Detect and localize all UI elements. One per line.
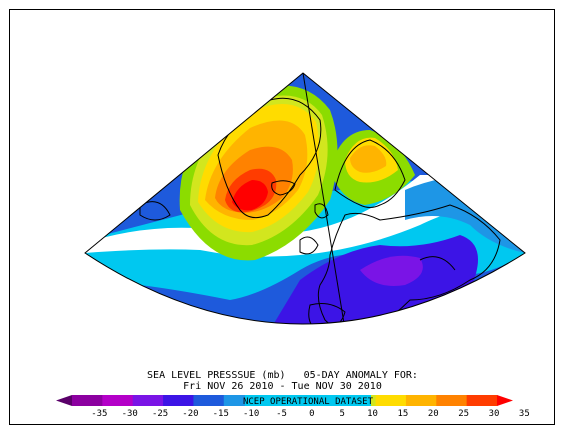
- colorbar-swatch: [163, 395, 194, 406]
- colorbar-tick-label: 0: [309, 409, 314, 419]
- colorbar-max-arrow: [497, 395, 513, 406]
- plot-frame: [9, 9, 555, 425]
- dataset-label: NCEP OPERATIONAL DATASET: [243, 397, 374, 407]
- colorbar-swatch: [375, 395, 407, 406]
- colorbar-tick-label: -35: [91, 409, 107, 419]
- colorbar-tick-label: -30: [122, 409, 138, 419]
- colorbar-swatch: [132, 395, 164, 406]
- colorbar-min-arrow: [56, 395, 72, 406]
- colorbar-tick-label: -10: [243, 409, 259, 419]
- colorbar-swatch: [405, 395, 437, 406]
- darkest-blue-core: [360, 255, 423, 286]
- colorbar-tick-label: -20: [182, 409, 198, 419]
- map-title-line2: Fri NOV 26 2010 - Tue NOV 30 2010: [183, 381, 382, 392]
- map-title-line1: SEA LEVEL PRESSSUE (mb) 05-DAY ANOMALY F…: [147, 370, 418, 381]
- projection-outline: [84, 72, 526, 325]
- colorbar-tick-label: 35: [519, 409, 530, 419]
- colorbar-swatch: [193, 395, 225, 406]
- colorbar-tick-label: 30: [489, 409, 500, 419]
- colorbar-swatch: [466, 395, 498, 406]
- colorbar-tick-label: 20: [428, 409, 439, 419]
- scandinavia-orange-lobe: [350, 145, 387, 173]
- colorbar-swatch: [436, 395, 468, 406]
- colorbar-tick-label: 5: [340, 409, 345, 419]
- colorbar-swatch: [72, 395, 103, 406]
- colorbar-swatch: [102, 395, 134, 406]
- colorbar-swatch: [223, 395, 255, 406]
- colorbar-tick-label: -5: [276, 409, 287, 419]
- dataset-label-background: [245, 395, 371, 406]
- colorbar-tick-label: -15: [213, 409, 229, 419]
- colorbar-tick-label: -25: [152, 409, 168, 419]
- colorbar-tick-label: 25: [458, 409, 469, 419]
- colorbar-tick-label: 10: [367, 409, 378, 419]
- colorbar-tick-label: 15: [398, 409, 409, 419]
- positive-red-core: [232, 180, 268, 211]
